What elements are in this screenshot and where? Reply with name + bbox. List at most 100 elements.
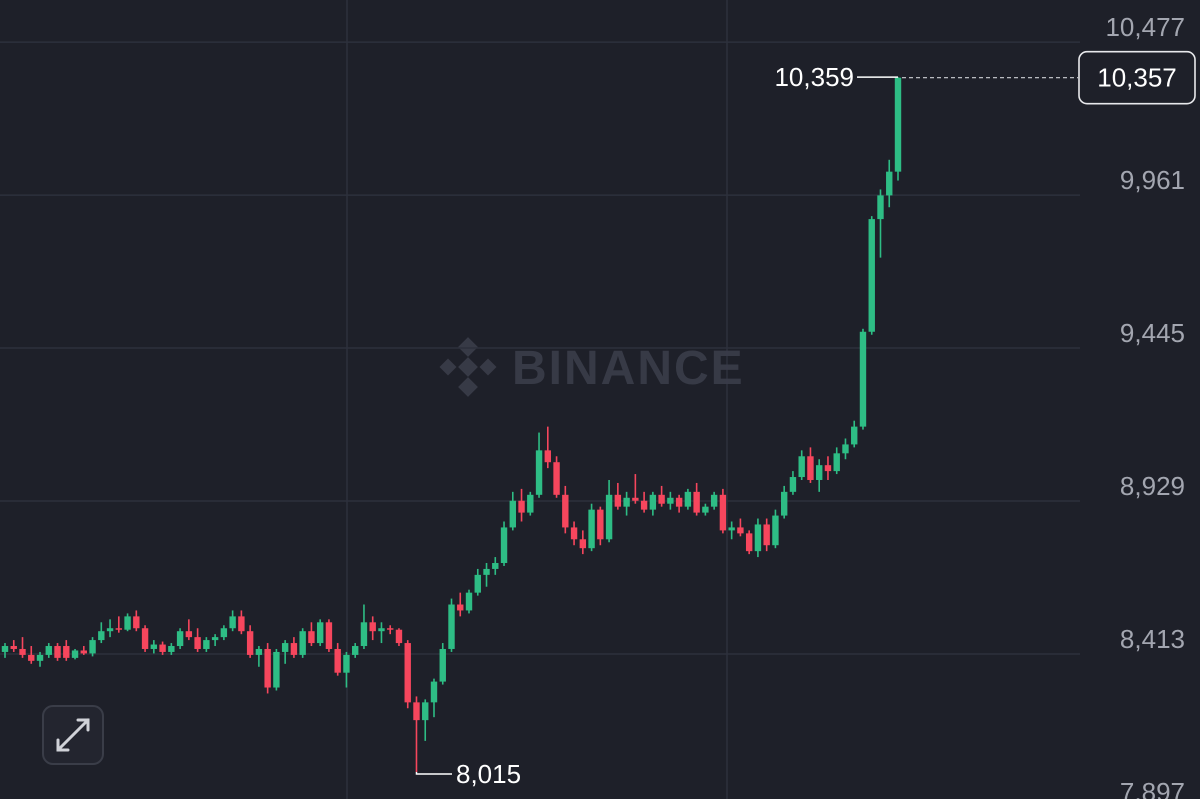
- candle-body: [518, 500, 525, 513]
- low-marker-label: 8,015: [456, 759, 521, 789]
- candle-body: [877, 195, 884, 220]
- candle-body: [203, 640, 210, 649]
- candle-body: [807, 456, 814, 480]
- candle-body: [789, 477, 797, 492]
- candle-body: [124, 616, 131, 630]
- candle-body: [553, 462, 560, 495]
- candle-body: [772, 515, 779, 546]
- candle-body: [36, 654, 44, 661]
- last-price-label: 10,357: [1097, 63, 1177, 93]
- candle-body: [141, 628, 149, 649]
- candle-body: [500, 527, 508, 564]
- candle-body: [422, 702, 429, 721]
- candle-body: [98, 631, 105, 641]
- candle-body: [430, 681, 438, 703]
- candle-body: [745, 533, 753, 552]
- candle-body: [614, 494, 622, 507]
- candle-body: [369, 622, 376, 632]
- candle-body: [833, 453, 840, 472]
- candle-body: [316, 622, 324, 644]
- candle-body: [623, 497, 630, 507]
- expand-button[interactable]: [42, 705, 104, 765]
- candle-body: [658, 494, 665, 504]
- candle-body: [737, 527, 744, 534]
- candle-body: [719, 494, 727, 531]
- y-tick-label: 8,413: [1120, 624, 1185, 654]
- candle-body: [133, 616, 140, 629]
- candle-body: [387, 628, 394, 630]
- candle-body: [632, 497, 639, 501]
- candle-body: [702, 506, 709, 513]
- y-tick-label: 10,477: [1105, 12, 1185, 42]
- candle-body: [80, 650, 87, 654]
- candle-body: [71, 650, 79, 658]
- candle-body: [273, 651, 280, 688]
- watermark: BINANCE: [439, 337, 743, 397]
- candle-body: [10, 646, 17, 649]
- candle-body: [395, 629, 403, 644]
- candle-body: [28, 654, 35, 661]
- candle-body: [150, 644, 158, 649]
- candle-body: [824, 465, 832, 472]
- candle-body: [544, 450, 552, 463]
- candle-body: [667, 497, 674, 504]
- candle-body: [562, 494, 569, 528]
- candle-body: [290, 643, 298, 655]
- candle-body: [579, 539, 587, 549]
- candle-body: [281, 643, 289, 652]
- candle-body: [640, 500, 648, 510]
- candle-body: [457, 604, 464, 611]
- low-marker-line: [415, 772, 452, 775]
- candle-body: [1, 646, 9, 652]
- candle-body: [176, 631, 184, 647]
- candle-body: [413, 702, 420, 721]
- last-price-box: [1078, 50, 1196, 105]
- candle-body: [211, 637, 219, 641]
- candle-body: [299, 631, 306, 655]
- candle-body: [351, 646, 359, 655]
- candle-body: [710, 494, 718, 507]
- candle-body: [45, 646, 52, 655]
- candle-body: [334, 648, 341, 673]
- candle-body: [754, 524, 762, 552]
- candle-body: [63, 646, 70, 658]
- candle-body: [798, 456, 805, 478]
- candle-body: [684, 491, 692, 507]
- candle-body: [220, 628, 228, 638]
- candle-body: [325, 622, 333, 649]
- candle-body: [439, 648, 446, 682]
- candle-body: [465, 592, 473, 611]
- candle-body: [868, 219, 875, 332]
- candle-body: [185, 631, 193, 638]
- candle-body: [675, 497, 683, 507]
- y-tick-label: 7,897: [1120, 777, 1185, 799]
- candle-body: [588, 509, 595, 549]
- candle-body: [54, 646, 61, 658]
- expand-icon[interactable]: [56, 718, 90, 752]
- candle-body: [264, 648, 271, 688]
- candle-body: [570, 527, 578, 540]
- candle-body: [168, 646, 175, 652]
- candle-body: [851, 426, 858, 445]
- plot: 10,477 9,961 9,445 8,929 8,413 7,897 10,359 8,0…: [0, 12, 1196, 799]
- candle-body: [527, 494, 534, 513]
- candle-body: [229, 616, 236, 629]
- candle-body: [597, 509, 604, 540]
- candle-body: [238, 616, 245, 632]
- candle-body: [246, 631, 254, 655]
- candle-body: [886, 171, 893, 196]
- candle-body: [780, 491, 788, 516]
- candle-body: [474, 574, 481, 593]
- candle-body: [693, 491, 700, 513]
- candle-body: [89, 640, 96, 654]
- candle-body: [19, 648, 26, 655]
- candle-body: [509, 500, 516, 528]
- candle-body: [842, 444, 849, 454]
- candle-body: [448, 604, 455, 649]
- candle-body: [159, 644, 166, 652]
- candle-body: [535, 450, 543, 495]
- y-tick-label: 9,961: [1120, 165, 1185, 195]
